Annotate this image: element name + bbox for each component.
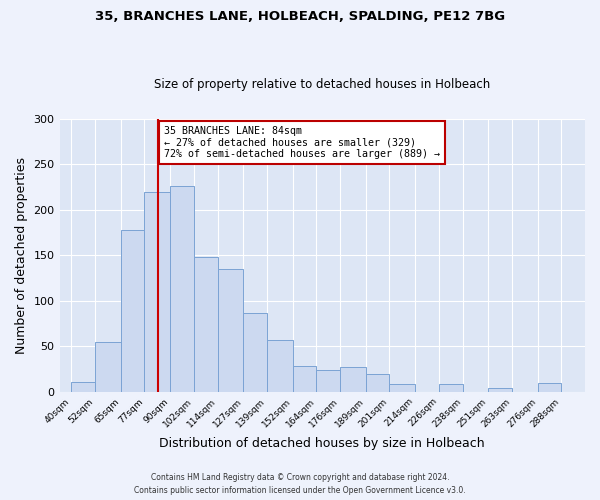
- Bar: [538, 382, 561, 392]
- Text: Contains HM Land Registry data © Crown copyright and database right 2024.
Contai: Contains HM Land Registry data © Crown c…: [134, 474, 466, 495]
- Y-axis label: Number of detached properties: Number of detached properties: [15, 156, 28, 354]
- Bar: [95, 342, 121, 392]
- Bar: [293, 366, 316, 392]
- Bar: [267, 340, 293, 392]
- Bar: [316, 370, 340, 392]
- Bar: [170, 186, 194, 392]
- X-axis label: Distribution of detached houses by size in Holbeach: Distribution of detached houses by size …: [160, 437, 485, 450]
- Bar: [145, 192, 170, 392]
- Bar: [194, 257, 218, 392]
- Bar: [71, 382, 95, 392]
- Bar: [121, 230, 145, 392]
- Bar: [439, 384, 463, 392]
- Bar: [488, 388, 512, 392]
- Bar: [366, 374, 389, 392]
- Text: 35 BRANCHES LANE: 84sqm
← 27% of detached houses are smaller (329)
72% of semi-d: 35 BRANCHES LANE: 84sqm ← 27% of detache…: [164, 126, 440, 159]
- Bar: [340, 367, 366, 392]
- Title: Size of property relative to detached houses in Holbeach: Size of property relative to detached ho…: [154, 78, 490, 91]
- Text: 35, BRANCHES LANE, HOLBEACH, SPALDING, PE12 7BG: 35, BRANCHES LANE, HOLBEACH, SPALDING, P…: [95, 10, 505, 23]
- Bar: [243, 314, 267, 392]
- Bar: [218, 269, 243, 392]
- Bar: [389, 384, 415, 392]
